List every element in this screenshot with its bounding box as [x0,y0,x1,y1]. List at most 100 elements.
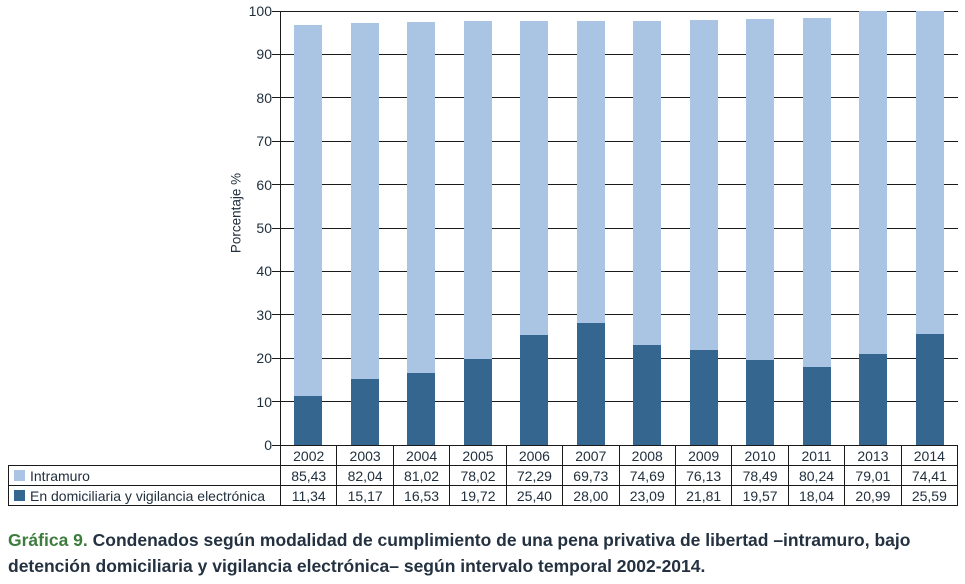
gridline [280,401,958,403]
year-cell: 2005 [450,446,507,465]
value-cell-domiciliaria: 15,17 [337,486,394,505]
bar-segment-intramuro [407,21,436,374]
value-cell-intramuro: 74,69 [620,466,676,485]
year-cell: 2008 [620,446,676,465]
value-cell-intramuro: 76,13 [676,466,733,485]
y-tick-label: 60 [256,176,272,193]
value-cell-domiciliaria: 21,81 [676,486,733,505]
bar-segment-intramuro [294,25,323,396]
y-tick-label: 20 [256,350,272,367]
bar-segment-domiciliaria [407,373,436,445]
y-tick-label: 80 [256,89,272,106]
stacked-bar [746,19,775,445]
value-cell-domiciliaria: 18,04 [789,486,846,505]
bar-segment-intramuro [350,23,379,380]
gridline [280,10,958,12]
stacked-bar [802,18,831,445]
y-tick [272,184,280,186]
year-cell: 2003 [337,446,394,465]
value-cell-intramuro: 81,02 [394,466,451,485]
bar-segment-intramuro [689,19,718,351]
bar-segment-domiciliaria [633,344,662,445]
bar-segment-domiciliaria [746,360,775,445]
bar-segment-intramuro [520,21,549,335]
year-cell: 2010 [732,446,789,465]
bar-segment-domiciliaria [802,366,831,445]
stacked-bar [633,20,662,445]
y-tick [272,401,280,403]
domiciliaria-legend-label: En domiciliaria y vigilancia electrónica [30,487,265,504]
stacked-bar [407,21,436,445]
bar-segment-intramuro [633,20,662,345]
intramuro-legend-color-icon [14,470,25,481]
year-cell: 2004 [394,446,451,465]
bar-segment-domiciliaria [859,353,888,445]
y-tick [272,53,280,55]
value-cell-domiciliaria: 19,72 [450,486,507,505]
value-cell-intramuro: 79,01 [845,466,902,485]
bar-segment-domiciliaria [520,334,549,445]
years-row: 2002 2003 2004 2005 2006 2007 2008 2009 2010 2011… [280,445,959,466]
year-cell: 2011 [789,446,846,465]
gridline [280,357,958,359]
year-cell: 2007 [563,446,620,465]
value-cell-domiciliaria: 11,34 [281,486,338,505]
stacked-bar [520,21,549,445]
stacked-bar [294,25,323,445]
bar-segment-domiciliaria [915,333,944,445]
gridline [280,314,958,316]
stacked-bar [463,20,492,445]
y-tick-label: 40 [256,263,272,280]
value-cell-intramuro: 72,29 [507,466,564,485]
value-cell-domiciliaria: 23,09 [620,486,676,505]
stacked-bar [350,23,379,445]
y-tick-label: 0 [264,437,272,453]
y-tick [272,270,280,272]
value-cell-intramuro: 85,43 [281,466,338,485]
y-tick-label: 100 [248,3,272,19]
year-cell: 2013 [845,446,902,465]
bar-segment-domiciliaria [689,350,718,445]
caption-label: Gráfica 9. [8,530,88,550]
value-cell-intramuro: 78,02 [450,466,507,485]
y-tick-label: 90 [256,46,272,63]
value-cell-domiciliaria: 20,99 [845,486,902,505]
y-tick-label: 70 [256,133,272,150]
bar-segment-domiciliaria [463,359,492,445]
bar-segment-domiciliaria [350,379,379,445]
value-cell-domiciliaria: 25,40 [507,486,564,505]
gridline [280,184,958,186]
year-cell: 2014 [902,446,959,465]
bar-segment-intramuro [463,20,492,360]
bar-segment-domiciliaria [576,323,605,445]
value-cell-domiciliaria: 16,53 [394,486,451,505]
gridline [280,97,958,99]
bar-segment-intramuro [746,19,775,361]
y-tick [272,227,280,229]
y-tick [272,97,280,99]
bar-segment-intramuro [576,20,605,324]
bar-segment-intramuro [859,11,888,354]
stacked-bar [859,11,888,445]
y-tick-label: 10 [256,393,272,410]
gridline [280,270,958,272]
value-cell-intramuro: 69,73 [563,466,620,485]
value-cell-domiciliaria: 25,59 [902,486,959,505]
y-tick [272,444,280,446]
value-cell-intramuro: 74,41 [902,466,959,485]
bar-segment-domiciliaria [294,395,323,445]
y-tick-label: 50 [256,220,272,236]
domiciliaria-values-row: 11,34 15,17 16,53 19,72 25,40 28,00 23,09 21,81… [280,486,959,506]
caption-text: Condenados según modalidad de cumplimien… [8,530,911,576]
value-cell-intramuro: 82,04 [337,466,394,485]
gridline [280,140,958,142]
y-tick-label: 30 [256,306,272,323]
intramuro-values-row: 85,43 82,04 81,02 78,02 72,29 69,73 74,69 76,13… [280,466,959,486]
y-tick [272,357,280,359]
year-cell: 2002 [281,446,338,465]
stacked-bar [915,11,944,445]
stacked-bar [576,20,605,445]
value-cell-domiciliaria: 28,00 [563,486,620,505]
value-cell-intramuro: 80,24 [789,466,846,485]
bar-segment-intramuro [915,11,944,334]
